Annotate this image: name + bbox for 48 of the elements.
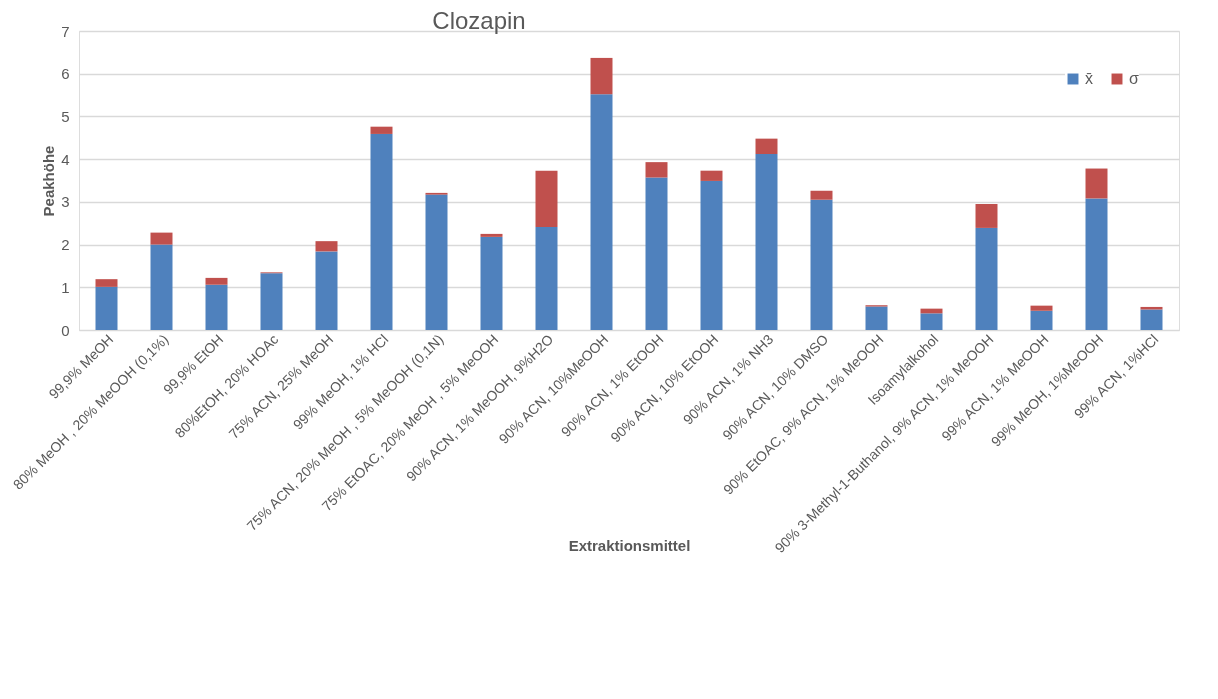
bar — [370, 126, 393, 134]
bar — [1030, 310, 1053, 330]
bar — [975, 227, 998, 330]
bar — [205, 277, 228, 285]
bar — [645, 177, 668, 330]
bar — [260, 273, 283, 330]
bar — [975, 203, 998, 228]
x-axis-title: Extraktionsmittel — [568, 536, 691, 554]
bar — [535, 227, 558, 330]
bar — [535, 170, 558, 228]
y-tick-label: 2 — [61, 236, 70, 254]
y-tick-label: 0 — [61, 321, 70, 339]
bar — [150, 232, 173, 245]
bar — [755, 138, 778, 155]
bar — [95, 279, 118, 287]
bar — [95, 286, 118, 330]
bar — [590, 57, 613, 95]
bar — [700, 170, 723, 181]
bar — [645, 162, 668, 178]
y-tick-label: 7 — [61, 22, 70, 40]
bar — [865, 306, 888, 330]
bar — [480, 233, 503, 237]
bar — [150, 244, 173, 330]
bar — [1140, 309, 1163, 330]
bar — [1085, 198, 1108, 330]
bar — [315, 251, 338, 330]
bar — [1085, 168, 1108, 199]
bar — [315, 241, 338, 252]
bar — [1030, 305, 1053, 311]
bar — [810, 199, 833, 330]
bar — [920, 313, 943, 330]
bar — [205, 284, 228, 330]
bar — [810, 190, 833, 200]
y-axis-title: Peakhöhe — [40, 145, 58, 217]
y-tick-label: 1 — [61, 278, 70, 296]
bar — [700, 180, 723, 330]
y-tick-label: 3 — [61, 193, 70, 211]
y-tick-label: 5 — [61, 107, 70, 125]
bar — [370, 133, 393, 330]
bar — [755, 154, 778, 330]
legend-label: x̄ — [1085, 70, 1093, 87]
chart-title: Clozapin — [432, 7, 526, 34]
bar — [425, 194, 448, 330]
y-tick-label: 6 — [61, 65, 70, 83]
legend-label: σ — [1129, 70, 1139, 87]
bar — [480, 236, 503, 330]
y-tick-label: 4 — [61, 150, 70, 168]
bar — [590, 94, 613, 330]
